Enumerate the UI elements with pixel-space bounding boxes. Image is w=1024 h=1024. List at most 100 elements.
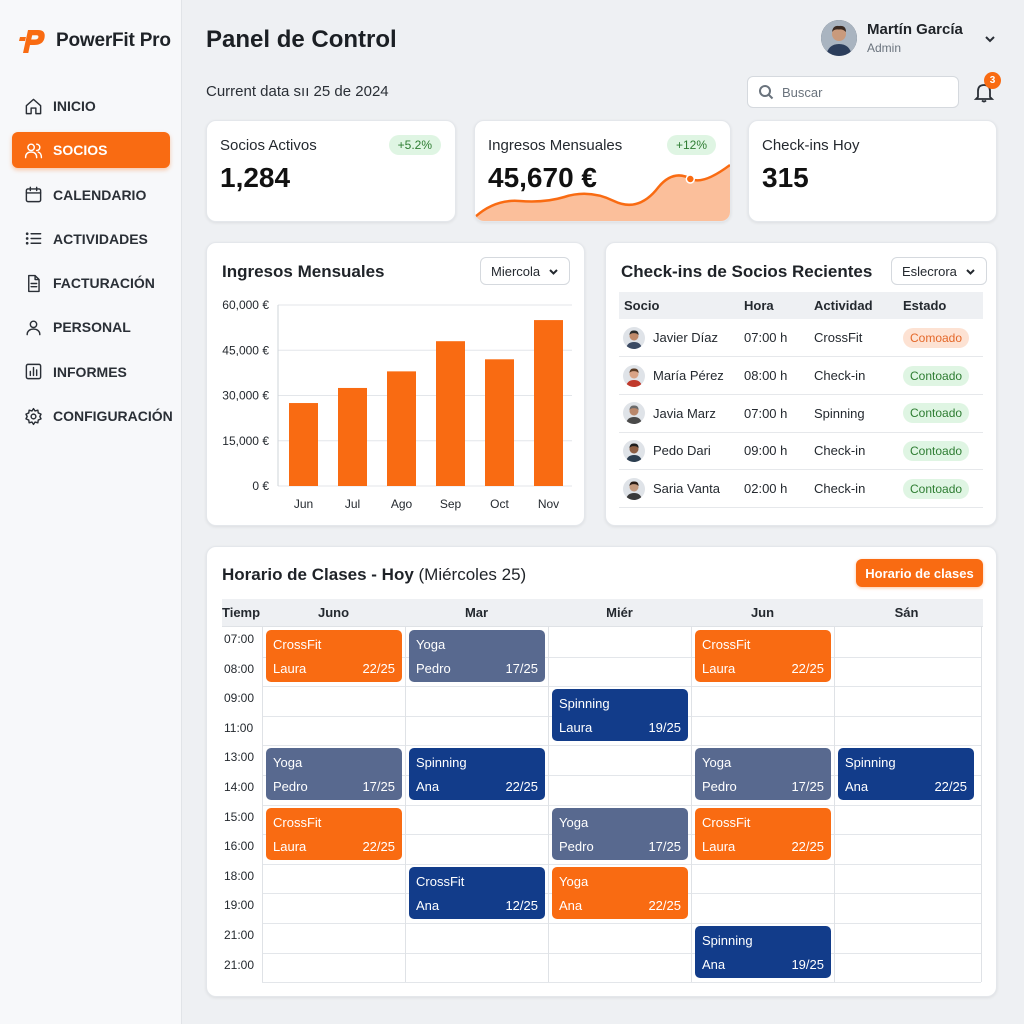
event-count: 22/25 (934, 779, 967, 795)
sidebar-item-personal[interactable]: PERSONAL (12, 309, 170, 345)
filter-dropdown[interactable]: Eslecrora (891, 257, 987, 285)
event-count: 17/25 (648, 838, 681, 854)
period-dropdown[interactable]: Miercola (480, 257, 571, 285)
user-menu[interactable]: Martín García Admin (821, 20, 963, 56)
class-event[interactable]: Yoga Pedro 17/25 (409, 630, 545, 682)
class-event[interactable]: CrossFit Ana 12/25 (409, 866, 545, 919)
schedule-header-row: Tiemp Juno Mar Miér Jun Sán (222, 599, 983, 627)
time-cell: 09:00 h (744, 443, 788, 459)
sidebar-item-informes[interactable]: INFORMES (12, 354, 170, 390)
sidebar-nav: INICIO SOCIOS CALENDARIO ACTIVIDADES FAC… (12, 88, 173, 442)
grid-line (262, 923, 981, 924)
event-title: Spinning (702, 933, 753, 948)
time-label: 11:00 (224, 720, 254, 735)
schedule-title-main: Horario de Clases - Hoy (222, 565, 414, 584)
schedule-title-date: (Miércoles 25) (413, 565, 527, 584)
bar-sep[interactable] (436, 341, 465, 486)
bar-nov[interactable] (534, 320, 563, 486)
time-label: 18:00 (224, 868, 255, 883)
x-tick-label: Nov (538, 497, 559, 511)
class-event[interactable]: CrossFit Laura 22/25 (266, 807, 402, 860)
chevron-down-icon[interactable] (983, 32, 997, 46)
column-header[interactable]: Socio (624, 298, 660, 313)
event-title: Spinning (845, 755, 896, 771)
kpi-value: 315 (762, 162, 809, 193)
event-trainer: Ana (416, 897, 440, 913)
event-title: CrossFit (416, 873, 465, 889)
class-event[interactable]: Spinning Ana 22/25 (838, 748, 974, 801)
search-input[interactable] (782, 84, 942, 100)
kpi-value: 45,670 € (488, 162, 597, 193)
table-row[interactable]: Javia Marz 07:00 h Spinning Contoado (619, 394, 983, 433)
class-event[interactable]: Spinning Laura 19/25 (552, 689, 688, 742)
schedule-button[interactable]: Horario de clases (856, 559, 983, 587)
class-event[interactable]: Yoga Pedro 17/25 (552, 807, 688, 860)
sidebar-item-inicio[interactable]: INICIO (12, 88, 170, 124)
grid-line (262, 656, 981, 658)
event-count: 22/25 (505, 779, 538, 795)
time-label: 19:00 (224, 898, 255, 913)
table-header-row: Socio Hora Actividad Estado (619, 292, 983, 319)
y-tick-label: 60,000 € (222, 298, 269, 312)
sidebar-item-actividades[interactable]: ACTIVIDADES (12, 221, 170, 257)
member-cell: Saria Vanta (619, 470, 744, 508)
bar-oct[interactable] (485, 359, 514, 486)
checkins-panel: Check-ins de Socios Recientes Eslecrora … (605, 242, 997, 526)
sidebar: PowerFit Pro INICIO SOCIOS CALENDARIO AC… (0, 0, 182, 1024)
x-tick-label: Jun (294, 497, 313, 511)
event-trainer: Pedro (273, 779, 308, 795)
class-event[interactable]: Yoga Pedro 17/25 (695, 748, 831, 801)
event-count: 22/25 (362, 838, 395, 854)
status-cell: Comoado (903, 319, 983, 357)
time-cell: 02:00 h (744, 481, 788, 497)
column-header[interactable]: Hora (744, 298, 774, 313)
search-box[interactable] (747, 76, 959, 108)
notifications-button[interactable]: 3 (973, 72, 1001, 103)
event-title: CrossFit (273, 637, 322, 652)
member-cell: Pedo Dari (619, 432, 744, 470)
table-row[interactable]: María Pérez 08:00 h Check-in Contoado (619, 357, 983, 395)
class-event[interactable]: CrossFit Laura 22/25 (695, 630, 831, 682)
y-tick-label: 15,000 € (222, 434, 269, 448)
column-header[interactable]: Actividad (814, 298, 873, 313)
class-event[interactable]: Spinning Ana 19/25 (695, 926, 831, 978)
sidebar-item-socios[interactable]: SOCIOS (12, 132, 170, 169)
bar-jul[interactable] (338, 387, 367, 486)
sidebar-item-configuracion[interactable]: CONFIGURACIÓN (12, 398, 173, 434)
bar-jun[interactable] (289, 403, 318, 486)
list-icon (25, 232, 42, 245)
x-tick-label: Jul (345, 497, 360, 511)
column-header[interactable]: Estado (903, 298, 947, 313)
class-event[interactable]: CrossFit Laura 22/25 (266, 630, 402, 682)
dropdown-value: Miercola (491, 263, 541, 279)
table-row[interactable]: Saria Vanta 02:00 h Check-in Contoado (619, 470, 983, 508)
class-event[interactable]: CrossFit Laura 22/25 (695, 807, 831, 860)
event-count: 12/25 (505, 897, 538, 913)
revenue-chart-panel: Ingresos Mensuales Miercola 0 € 15,000 € 3… (206, 242, 585, 526)
report-icon (25, 363, 42, 380)
y-tick-label: 0 € (252, 479, 269, 493)
avatar (623, 439, 645, 462)
event-count: 22/25 (648, 897, 681, 913)
brand[interactable]: PowerFit Pro (18, 26, 171, 56)
table-row[interactable]: Pedo Dari 09:00 h Check-in Contoado (619, 432, 983, 470)
sidebar-item-facturacion[interactable]: FACTURACIÓN (12, 265, 170, 301)
user-role: Admin (867, 41, 902, 55)
grid-line (834, 627, 835, 983)
sidebar-item-calendario[interactable]: CALENDARIO (12, 177, 170, 213)
day-header: Miér (606, 605, 633, 620)
table-row[interactable]: Javier Díaz 07:00 h CrossFit Comoado (619, 319, 983, 357)
grid-line (548, 627, 549, 983)
status-badge: Comoado (903, 327, 970, 348)
status-cell: Contoado (903, 432, 983, 470)
time-label: 14:00 (224, 780, 255, 794)
event-title: Yoga (273, 755, 303, 771)
class-event[interactable]: Spinning Ana 22/25 (409, 748, 545, 801)
status-cell: Contoado (903, 470, 983, 508)
bar-ago[interactable] (387, 371, 416, 486)
grid-line (262, 863, 981, 865)
class-event[interactable]: Yoga Ana 22/25 (552, 866, 688, 919)
checkins-table: Socio Hora Actividad Estado Javier Díaz 0… (619, 292, 983, 508)
class-event[interactable]: Yoga Pedro 17/25 (266, 748, 402, 801)
event-count: 17/25 (362, 779, 395, 795)
